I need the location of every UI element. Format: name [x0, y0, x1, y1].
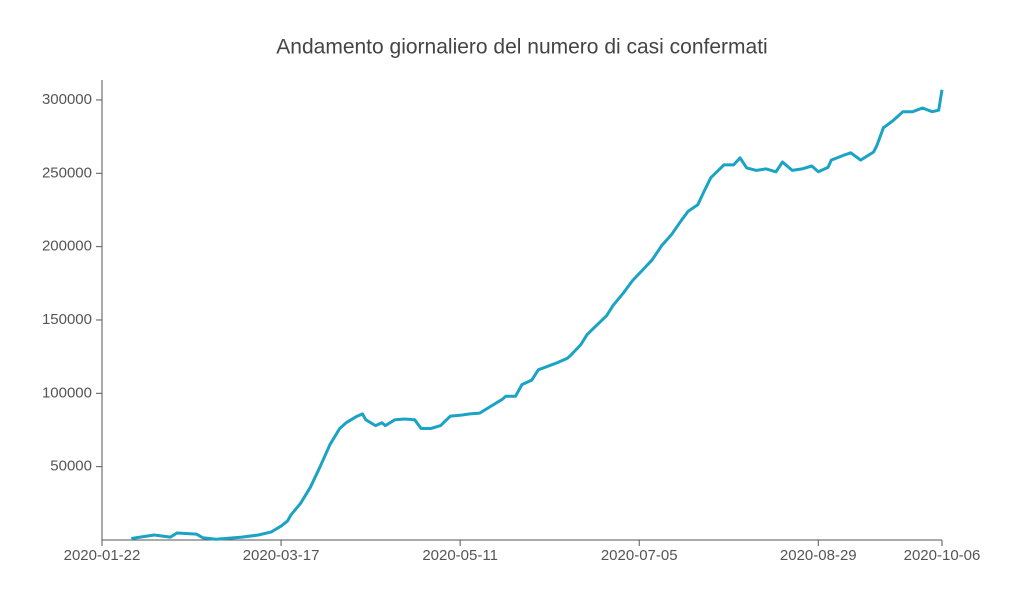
y-tick-label: 150000: [42, 311, 92, 328]
x-tick-label: 2020-08-29: [780, 547, 857, 564]
y-tick-label: 100000: [42, 384, 92, 401]
x-tick-label: 2020-03-17: [243, 547, 320, 564]
y-tick-label: 50000: [50, 458, 92, 475]
data-line: [131, 89, 944, 541]
x-tick-label: 2020-01-22: [64, 547, 141, 564]
x-tick-label: 2020-07-05: [601, 547, 678, 564]
chart-title: Andamento giornaliero del numero di casi…: [276, 36, 767, 59]
y-tick-label: 200000: [42, 238, 92, 255]
y-tick-label: 250000: [42, 164, 92, 181]
x-tick-label: 2020-10-06: [904, 547, 981, 564]
x-tick-label: 2020-05-11: [422, 547, 498, 564]
y-tick-label: 300000: [42, 91, 92, 108]
